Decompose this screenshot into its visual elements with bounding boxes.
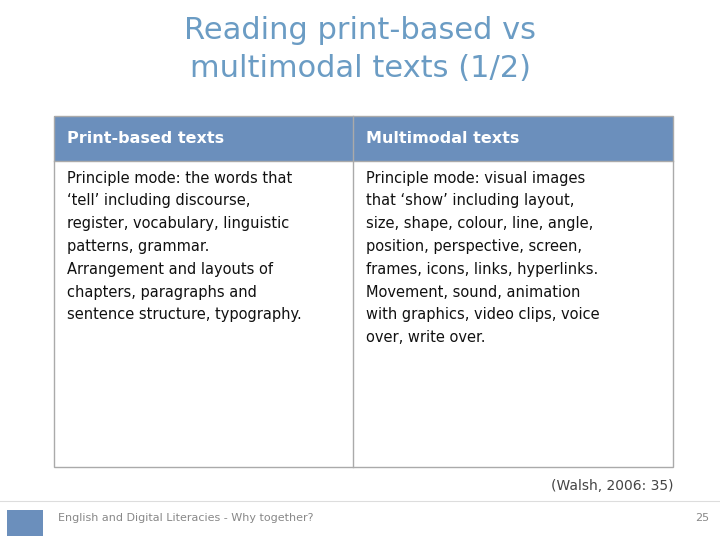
FancyBboxPatch shape [54,116,673,161]
Text: Multimodal texts: Multimodal texts [366,131,519,146]
Text: Reading print-based vs
multimodal texts (1/2): Reading print-based vs multimodal texts … [184,16,536,83]
Text: English and Digital Literacies - Why together?: English and Digital Literacies - Why tog… [58,514,313,523]
FancyBboxPatch shape [7,510,43,536]
Text: 25: 25 [695,514,709,523]
Text: Principle mode: the words that
‘tell’ including discourse,
register, vocabulary,: Principle mode: the words that ‘tell’ in… [67,171,302,322]
Text: (Walsh, 2006: 35): (Walsh, 2006: 35) [551,479,673,493]
Text: Print-based texts: Print-based texts [67,131,224,146]
Text: Principle mode: visual images
that ‘show’ including layout,
size, shape, colour,: Principle mode: visual images that ‘show… [366,171,599,345]
